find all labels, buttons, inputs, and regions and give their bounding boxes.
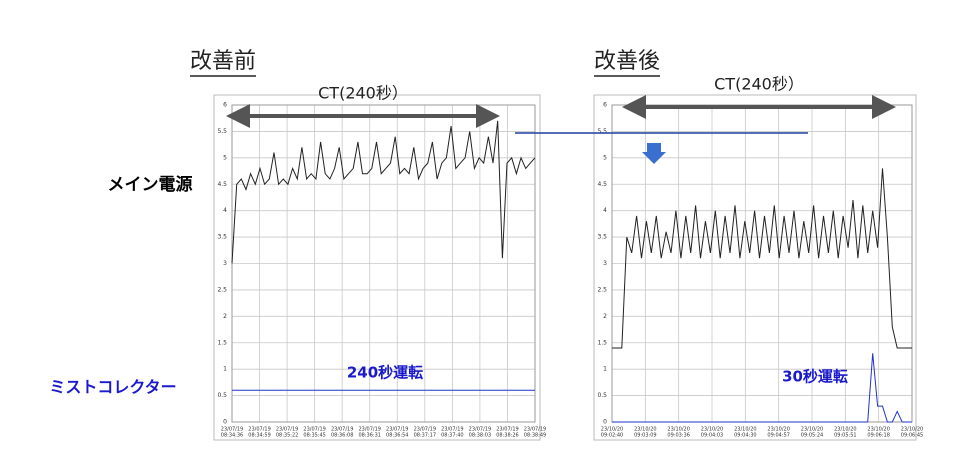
x-tick-label: 08:36:08 [331,433,353,439]
x-tick-label: 09:03:36 [667,433,689,439]
ct-label: CT(240秒） [318,84,408,103]
x-tick-label: 23/07/19 [386,427,408,433]
x-tick-label: 09:05:51 [834,433,856,439]
y-tick-label: 6 [223,102,227,109]
x-tick-label: 23/07/19 [221,427,243,433]
x-tick-label: 08:38:03 [469,433,491,439]
y-tick-label: 0.5 [217,392,227,399]
chart-title: 改善後 [594,49,660,74]
y-tick-label: 1.5 [217,339,227,346]
x-tick-label: 23/10/20 [734,427,756,433]
x-tick-label: 08:37:40 [441,433,463,439]
x-tick-label: 08:34:36 [221,433,243,439]
x-tick-label: 23/10/20 [667,427,689,433]
chart-frame [593,94,917,441]
x-tick-label: 23/10/20 [634,427,656,433]
x-tick-label: 23/10/20 [701,427,723,433]
x-tick-label: 23/10/20 [834,427,856,433]
x-tick-label: 23/07/19 [331,427,353,433]
x-tick-label: 23/07/19 [358,427,380,433]
chart-title: 改善前 [190,49,256,74]
series-line [612,168,912,349]
x-tick-label: 08:36:31 [358,433,380,439]
x-tick-label: 08:38:49 [524,433,546,439]
y-tick-label: 3.5 [597,234,607,241]
y-tick-label: 0.5 [597,392,607,399]
x-tick-label: 23/10/20 [801,427,823,433]
x-tick-label: 23/10/20 [901,427,923,433]
x-tick-label: 23/10/20 [767,427,789,433]
y-tick-label: 4.5 [217,181,227,188]
x-tick-label: 23/07/19 [276,427,298,433]
row-label: メイン電源 [108,174,193,195]
y-tick-label: 2.5 [217,286,227,293]
series-line [231,120,536,264]
y-tick-label: 5.5 [597,128,607,135]
x-tick-label: 09:04:57 [767,433,789,439]
series-line [612,353,912,423]
y-tick-label: 0 [223,419,227,426]
y-tick-label: 4 [223,207,227,214]
y-tick-label: 4 [603,207,607,214]
y-tick-label: 5.5 [217,128,227,135]
y-tick-label: 2 [223,313,227,320]
x-tick-label: 23/07/19 [469,427,491,433]
x-tick-label: 23/07/19 [496,427,518,433]
x-tick-label: 23/10/20 [867,427,889,433]
y-tick-label: 1 [223,366,227,373]
x-tick-label: 09:04:03 [701,433,723,439]
x-tick-label: 08:34:59 [248,433,270,439]
y-tick-label: 5 [223,154,227,161]
x-tick-label: 08:36:54 [386,433,408,439]
y-tick-label: 0 [603,419,607,426]
x-tick-label: 09:06:18 [867,433,889,439]
y-tick-label: 2 [603,313,607,320]
x-tick-label: 09:05:24 [801,433,823,439]
down-arrow [642,143,666,164]
row-label: ミストコレクター [49,378,176,397]
y-tick-label: 3 [603,260,607,267]
x-tick-label: 08:35:45 [303,433,325,439]
x-tick-label: 09:06:45 [901,433,923,439]
y-tick-label: 3 [223,260,227,267]
y-tick-label: 1 [603,366,607,373]
x-tick-label: 08:37:17 [414,433,436,439]
y-tick-label: 6 [603,102,607,109]
x-tick-label: 23/07/19 [414,427,436,433]
run-label: 30秒運転 [782,368,848,386]
x-tick-label: 08:35:22 [276,433,298,439]
x-tick-label: 09:02:40 [601,433,623,439]
x-tick-label: 09:04:30 [734,433,756,439]
x-tick-label: 23/07/19 [248,427,270,433]
x-tick-label: 23/07/19 [441,427,463,433]
y-tick-label: 2.5 [597,286,607,293]
y-tick-label: 1.5 [597,339,607,346]
y-tick-label: 5 [603,154,607,161]
x-tick-label: 23/07/19 [303,427,325,433]
ct-label: CT(240秒） [714,75,804,94]
x-tick-label: 08:38:26 [496,433,518,439]
run-label: 240秒運転 [347,364,423,382]
x-tick-label: 09:03:09 [634,433,656,439]
x-tick-label: 23/10/20 [601,427,623,433]
y-tick-label: 3.5 [217,234,227,241]
x-tick-label: 23/07/19 [524,427,546,433]
y-tick-label: 4.5 [597,181,607,188]
